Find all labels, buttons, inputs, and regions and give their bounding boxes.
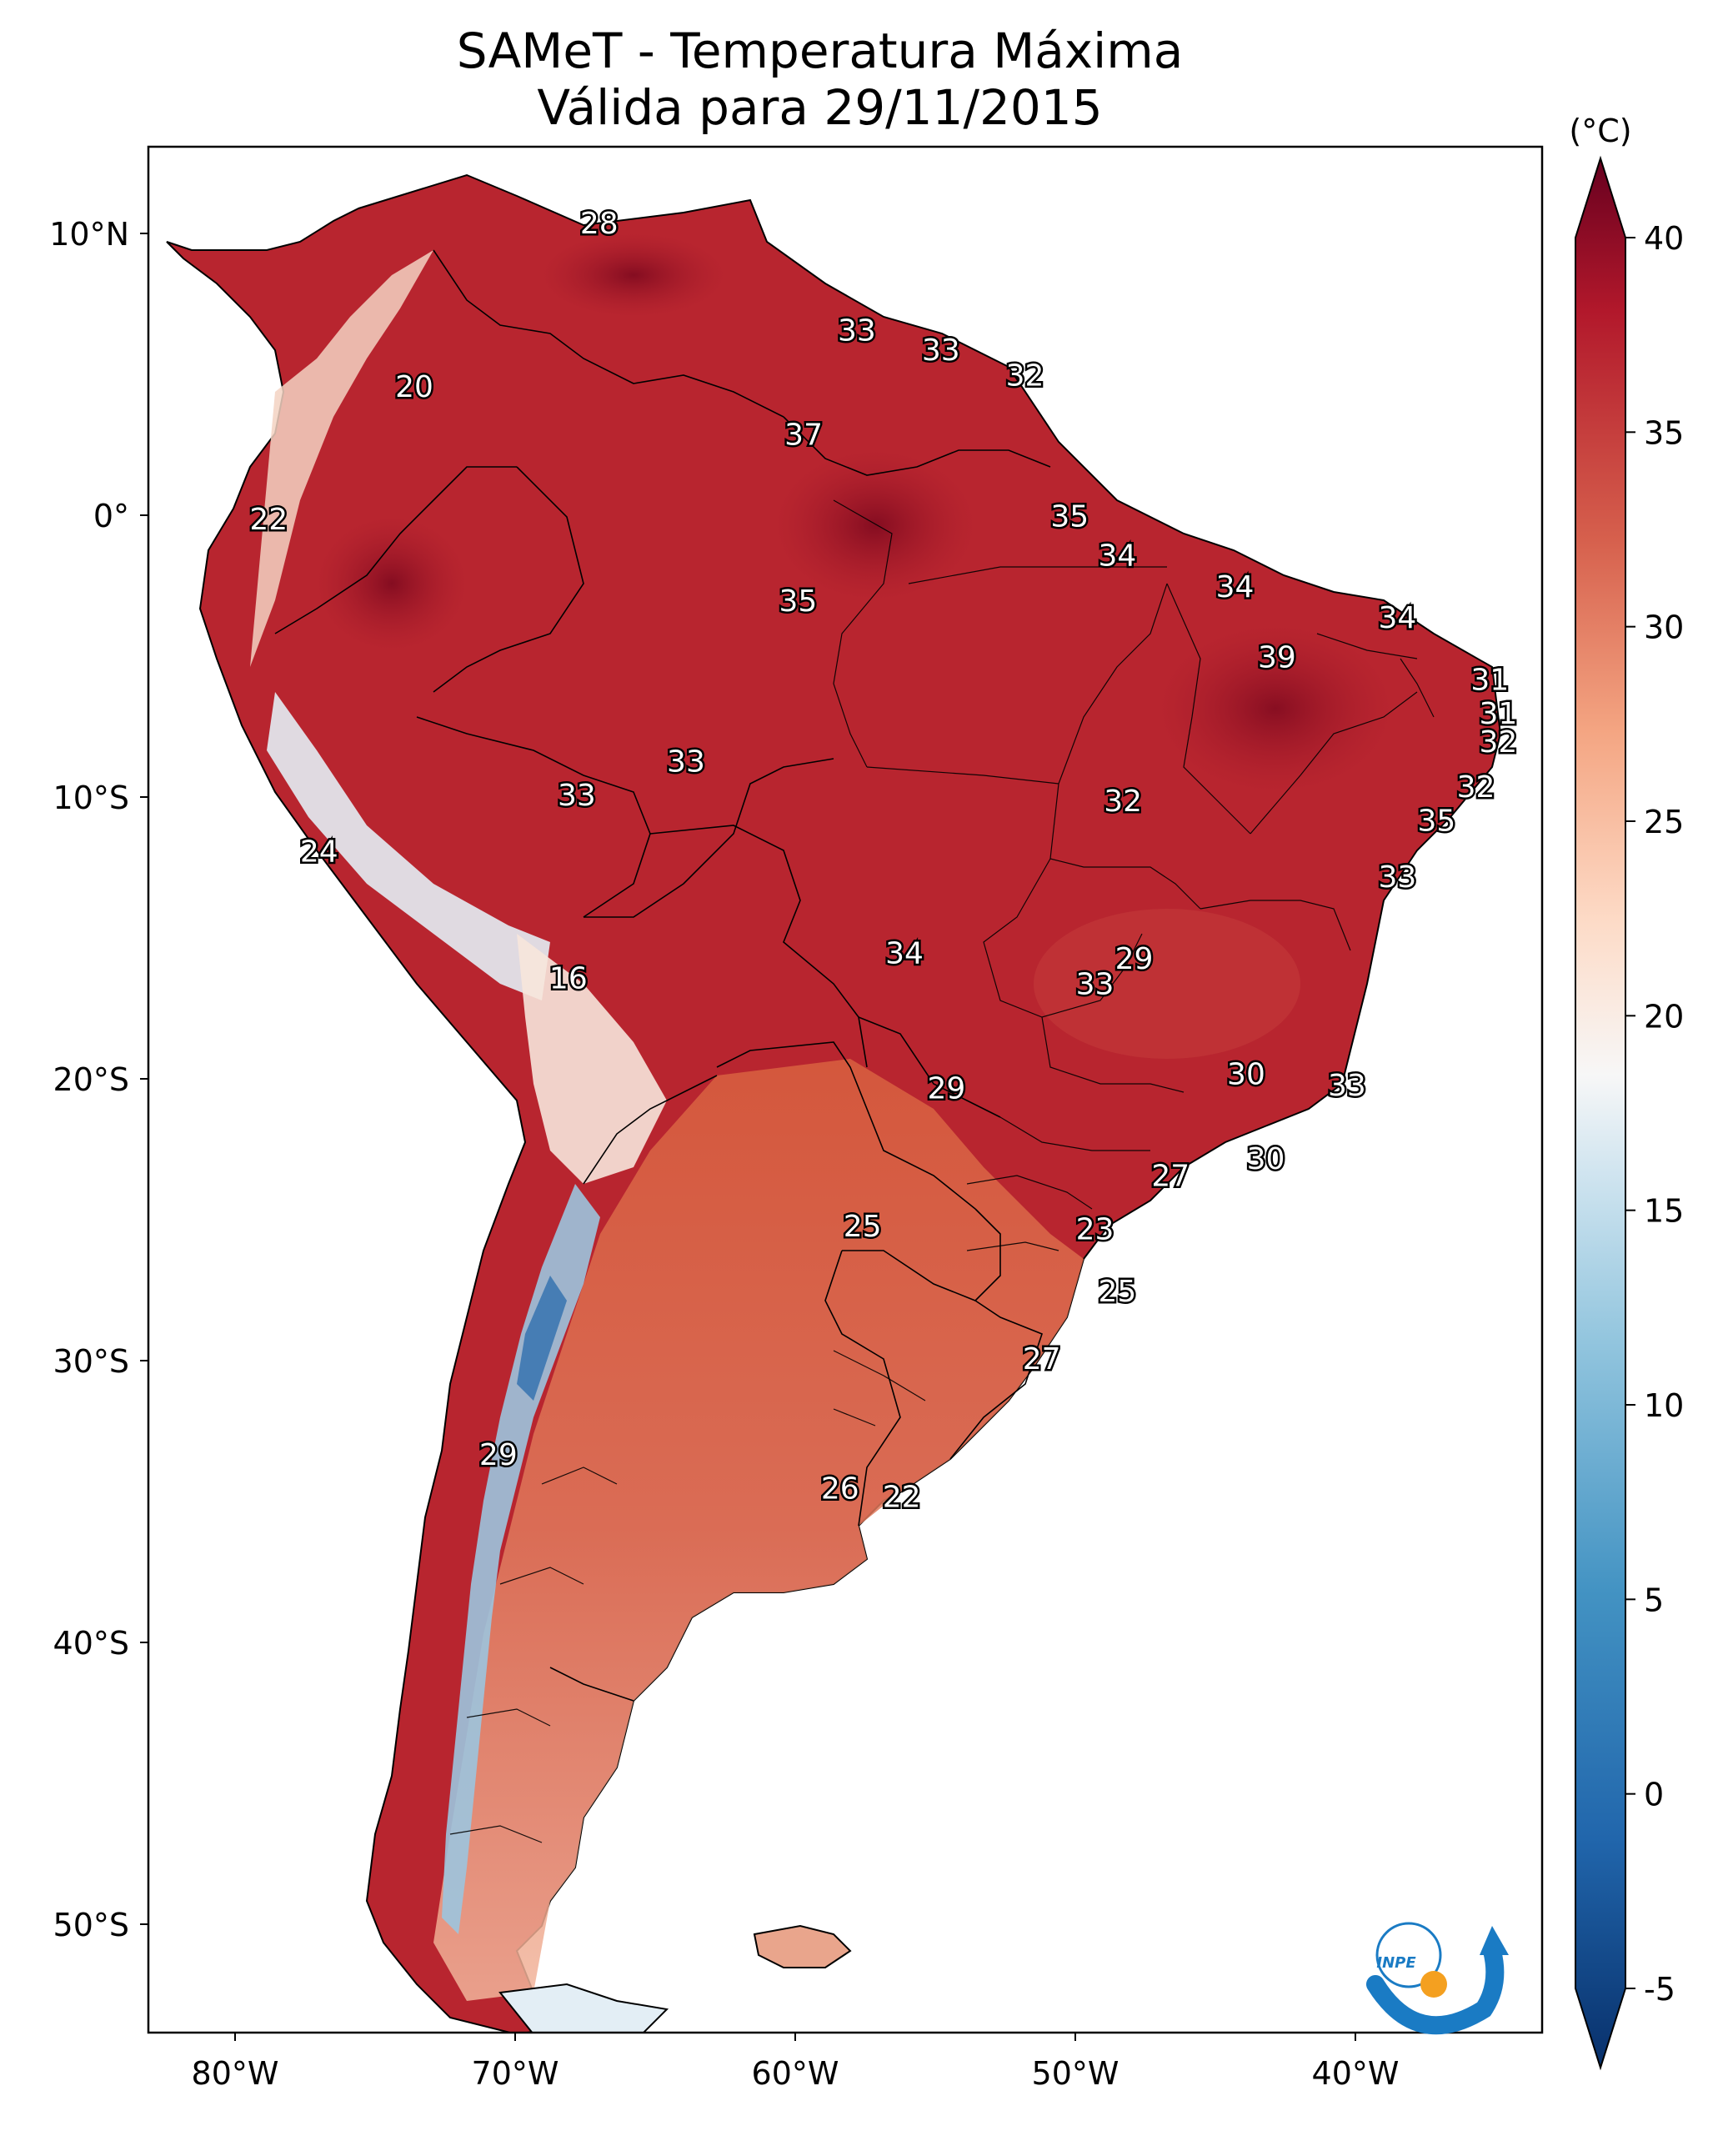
falkland-islands: [753, 1924, 852, 1968]
map-title: SAMeT - Temperatura Máxima: [456, 23, 1184, 79]
station-value-label: 33: [838, 313, 876, 348]
station-value-label: 31: [1470, 663, 1509, 697]
colorbar-tick-label: 15: [1644, 1193, 1684, 1230]
south-america-temperature-field: [166, 173, 1502, 2033]
colorbar: (°C) 40 35 30 25 20 15 10 5 0 -5: [1569, 113, 1684, 2071]
latitude-tick-label: 0°: [93, 498, 129, 534]
station-value-label: 32: [1006, 358, 1044, 393]
colorbar-scale: [1575, 155, 1626, 2071]
station-value-label: 22: [883, 1481, 921, 1515]
colorbar-unit-label: (°C): [1569, 113, 1631, 149]
inpe-logo-orb-outline: [1375, 1922, 1442, 1988]
colorbar-tick-label: 35: [1644, 414, 1684, 451]
andes-deep-cold-core: [517, 1276, 567, 1401]
station-value-label: 27: [1023, 1342, 1061, 1376]
station-value-label: 29: [479, 1438, 518, 1472]
latitude-tick-label: 40°S: [53, 1625, 129, 1662]
map-subtitle: Válida para 29/11/2015: [537, 79, 1103, 136]
colorbar-tick-label: 0: [1644, 1777, 1664, 1813]
longitude-tick-label: 60°W: [752, 2055, 839, 2092]
station-value-label: 35: [779, 584, 817, 619]
hot-spot-amazon-central: [775, 450, 975, 600]
station-value-label: 32: [1104, 785, 1142, 819]
station-value-label: 39: [1258, 640, 1296, 674]
station-value-label: 26: [821, 1472, 859, 1506]
country-borders: [274, 249, 1051, 1702]
station-value-label: 29: [928, 1072, 966, 1106]
warm-spot-east-brazil: [1034, 909, 1300, 1059]
longitude-tick-label: 80°W: [192, 2055, 279, 2092]
station-value-label: 32: [1457, 770, 1495, 805]
southern-cone-field: [433, 1059, 1084, 2001]
colorbar-ticks: 40 35 30 25 20 15 10 5 0 -5: [1625, 220, 1684, 2008]
latitude-tick-label: 10°N: [49, 216, 129, 253]
longitude-tick-label: 70°W: [472, 2055, 559, 2092]
hot-spot-venezuela: [542, 233, 725, 317]
station-value-label: 34: [1378, 601, 1416, 635]
map-frame: [147, 145, 1544, 2034]
inpe-logo-text: INPE: [1376, 1954, 1416, 1972]
station-value-label: 31: [1479, 697, 1517, 731]
andes-chile-argentina-band: [442, 1184, 600, 1934]
station-value-label: 29: [1115, 942, 1154, 976]
inpe-logo-swoosh: [1366, 1942, 1505, 2035]
andes-cool-band: [250, 250, 433, 667]
colorbar-tick-label: 40: [1644, 220, 1684, 257]
station-value-label: 33: [1328, 1069, 1366, 1103]
station-value-label: 33: [558, 779, 596, 813]
latitude-tick-label: 10°S: [53, 780, 129, 816]
inpe-logo-arrow-icon: [1480, 1926, 1509, 1955]
station-value-label: 33: [1076, 967, 1114, 1001]
colorbar-tick-label: 5: [1644, 1582, 1664, 1618]
inpe-logo-orange-dot: [1420, 1971, 1447, 1998]
station-value-label: 25: [844, 1210, 882, 1244]
station-value-label: 27: [1151, 1159, 1190, 1193]
colorbar-tick-label: 30: [1644, 609, 1684, 646]
hot-spot-northeast-brazil: [1159, 625, 1392, 792]
station-value-label: 30: [1247, 1142, 1285, 1176]
longitude-tick-label: 40°W: [1312, 2055, 1400, 2092]
station-value-label: 28: [580, 207, 619, 241]
station-value-label: 20: [395, 370, 433, 404]
andes-altiplano-band: [517, 934, 667, 1184]
station-value-label: 33: [922, 333, 960, 368]
station-value-label: 34: [1098, 539, 1136, 574]
station-value-label: 37: [784, 418, 823, 452]
longitude-tick-label: 50°W: [1032, 2055, 1119, 2092]
station-value-label: 23: [1076, 1213, 1114, 1247]
station-value-label: 24: [300, 835, 338, 870]
latitude-axis: 10°N 0° 10°S 20°S 30°S 40°S 50°S: [49, 216, 148, 1943]
andes-peru-band: [267, 692, 550, 1000]
station-value-label: 33: [667, 745, 705, 779]
colorbar-tick-label: 20: [1644, 998, 1684, 1035]
station-value-label: 22: [249, 503, 288, 537]
state-borders: [449, 499, 1435, 1843]
tierra-del-fuego: [498, 1983, 669, 2033]
station-value-label: 16: [549, 962, 588, 996]
station-value-label: 30: [1227, 1058, 1265, 1092]
hot-spot-amazon-west: [317, 517, 467, 650]
colorbar-tick-label: 25: [1644, 804, 1684, 840]
colorbar-tick-label: -5: [1644, 1971, 1675, 2008]
latitude-tick-label: 30°S: [53, 1343, 129, 1380]
station-value-label: 35: [1050, 499, 1089, 534]
colorbar-tick-label: 10: [1644, 1387, 1684, 1424]
station-value-label: 34: [1216, 570, 1255, 604]
station-value-label: 32: [1479, 725, 1517, 760]
inpe-logo: INPE: [1366, 1922, 1509, 2035]
station-value-label: 33: [1378, 860, 1416, 895]
station-value-label: 25: [1098, 1275, 1136, 1309]
longitude-axis: 80°W 70°W 60°W 50°W 40°W: [192, 2033, 1400, 2092]
latitude-tick-label: 20°S: [53, 1061, 129, 1098]
latitude-tick-label: 50°S: [53, 1907, 129, 1943]
station-value-label: 35: [1418, 804, 1456, 838]
station-value-label: 34: [885, 936, 924, 970]
